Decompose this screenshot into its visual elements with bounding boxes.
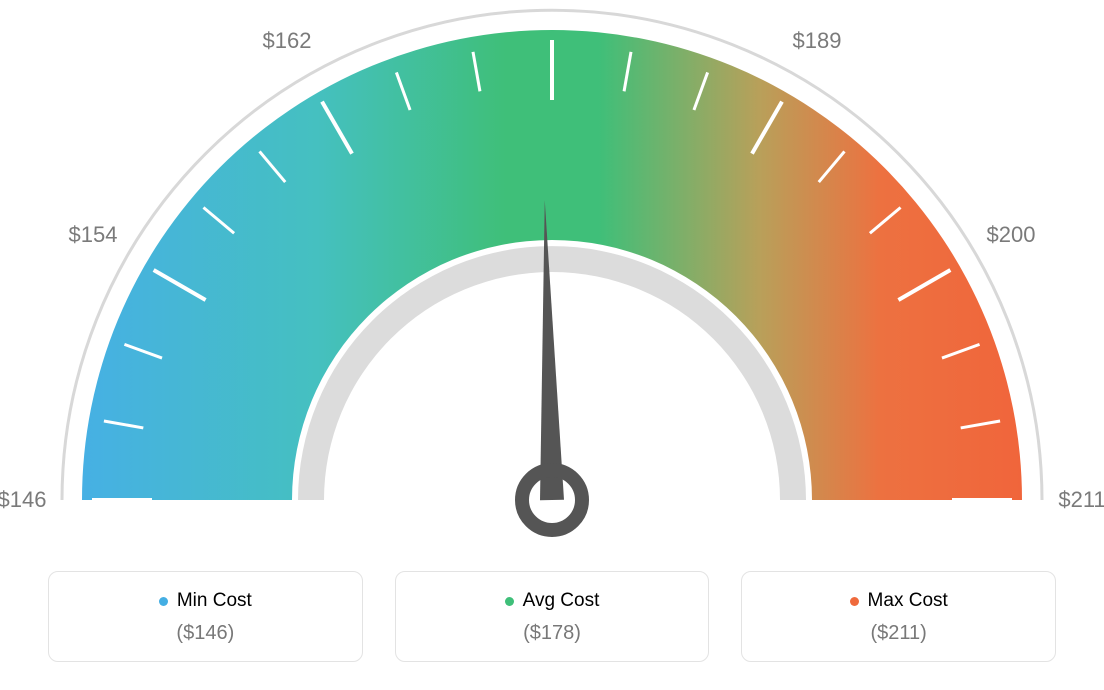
gauge-tick-label: $189	[793, 28, 842, 54]
max-cost-label: Max Cost	[868, 590, 948, 612]
min-cost-label: Min Cost	[177, 590, 252, 612]
gauge-tick-label: $162	[263, 28, 312, 54]
min-cost-card: Min Cost ($146)	[48, 571, 363, 662]
max-cost-value: ($211)	[742, 622, 1055, 645]
dot-icon	[159, 597, 168, 606]
gauge-tick-label: $211	[1058, 487, 1104, 513]
dot-icon	[850, 597, 859, 606]
cost-gauge: $146$154$162$178$189$200$211	[0, 0, 1104, 560]
gauge-tick-label: $200	[987, 222, 1036, 248]
min-cost-value: ($146)	[49, 622, 362, 645]
avg-cost-title: Avg Cost	[505, 590, 600, 612]
min-cost-title: Min Cost	[159, 590, 252, 612]
gauge-tick-label: $154	[69, 222, 118, 248]
avg-cost-label: Avg Cost	[523, 590, 600, 612]
dot-icon	[505, 597, 514, 606]
gauge-tick-label: $146	[0, 487, 46, 513]
gauge-svg	[0, 0, 1104, 560]
avg-cost-value: ($178)	[396, 622, 709, 645]
avg-cost-card: Avg Cost ($178)	[395, 571, 710, 662]
max-cost-title: Max Cost	[850, 590, 948, 612]
max-cost-card: Max Cost ($211)	[741, 571, 1056, 662]
summary-cards: Min Cost ($146) Avg Cost ($178) Max Cost…	[48, 571, 1056, 662]
